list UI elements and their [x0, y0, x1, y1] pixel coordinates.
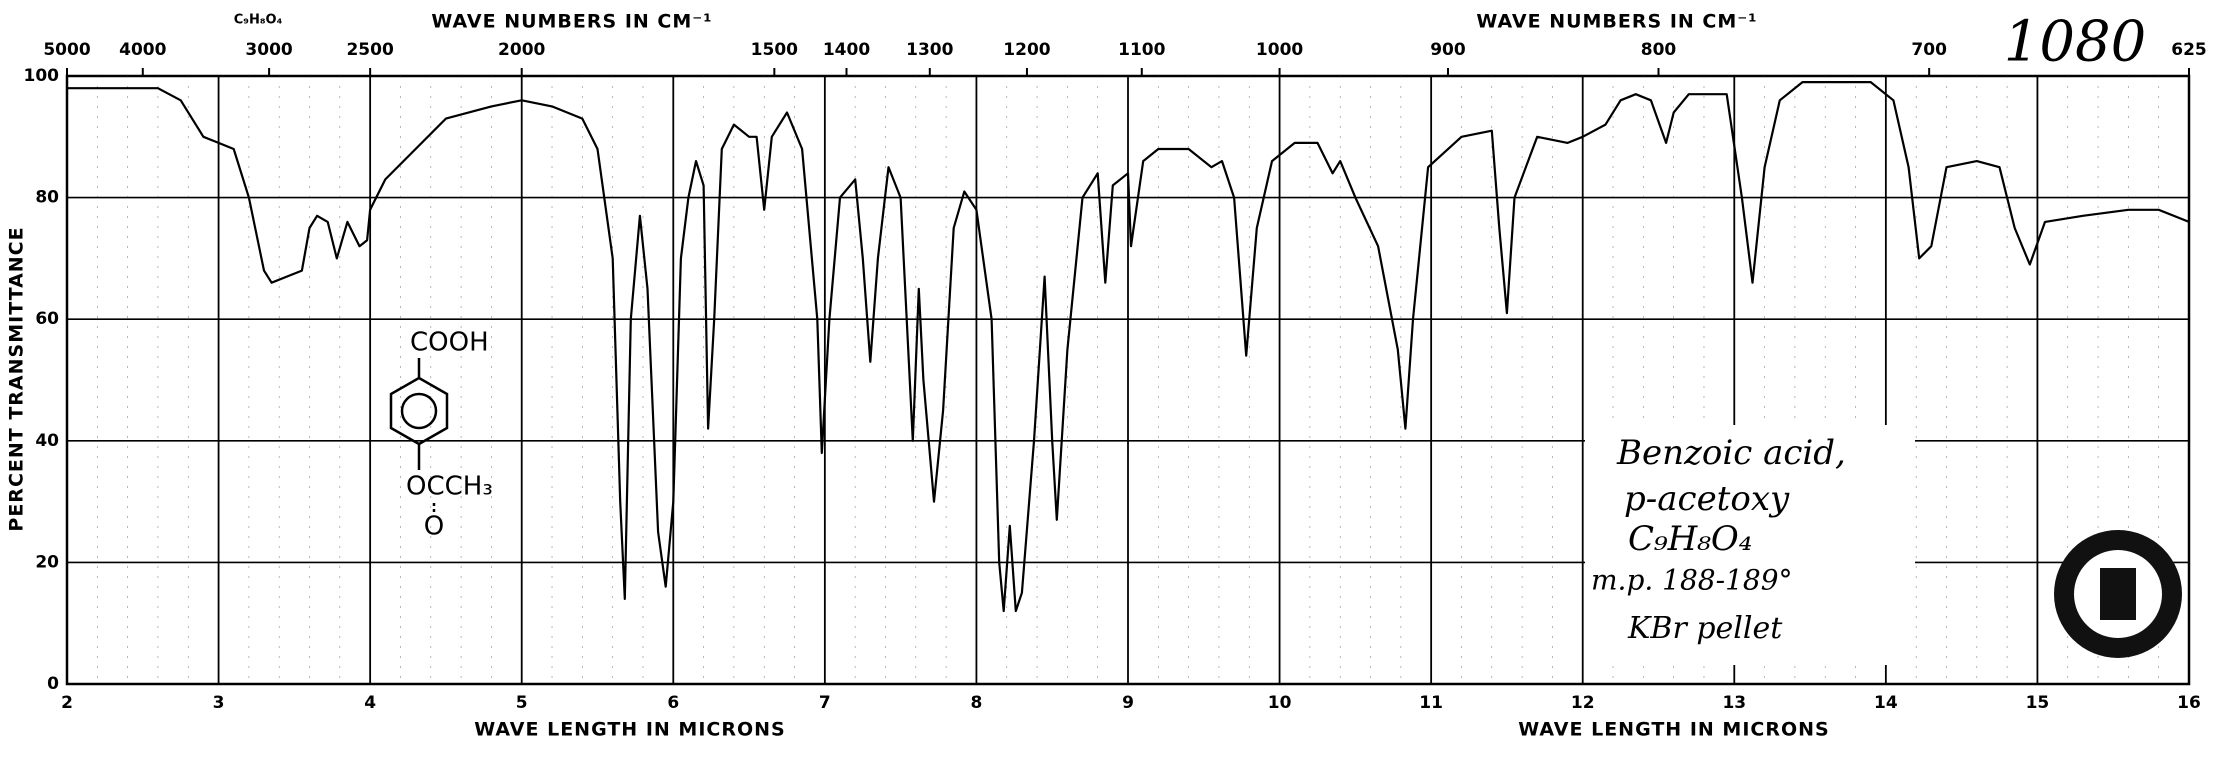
top-tick-label: 800 — [1641, 40, 1677, 60]
spectrum-line — [67, 81, 2190, 613]
top-tick-label: 5000 — [43, 40, 90, 60]
top-tick-label: 2000 — [498, 40, 545, 60]
x-tick-label: 3 — [213, 693, 225, 713]
x-tick-label: 16 — [2177, 693, 2201, 713]
x-tick-label: 11 — [1419, 693, 1443, 713]
x-tick-label: 4 — [364, 693, 376, 713]
y-tick-label: 40 — [35, 431, 59, 451]
top-tick-label: 1000 — [1256, 40, 1303, 60]
x-tick-label: 6 — [667, 693, 679, 713]
top-tick-label: 4000 — [119, 40, 166, 60]
y-tick-label: 100 — [24, 66, 60, 86]
top-tick-label: 1300 — [906, 40, 953, 60]
y-axis-title: PERCENT TRANSMITTANCE — [6, 226, 28, 531]
x-tick-label: 14 — [1874, 693, 1898, 713]
x-tick-label: 7 — [819, 693, 831, 713]
y-tick-label: 80 — [35, 188, 59, 208]
y-tick-label: 0 — [47, 674, 59, 694]
annotation: KBr pellet — [1627, 611, 1783, 646]
top-tick-label: 1400 — [823, 40, 870, 60]
top-tick-label: 1100 — [1118, 40, 1165, 60]
top-tick-label: 3000 — [245, 40, 292, 60]
top-tick-label: 2500 — [346, 40, 393, 60]
top-tick-label: 900 — [1430, 40, 1466, 60]
structure-label: COOH — [410, 328, 489, 358]
benzene-ring-inner — [400, 392, 438, 430]
x-axis-title: WAVE LENGTH IN MICRONS — [474, 719, 785, 741]
top-tick-label: 625 — [2171, 40, 2207, 60]
x-tick-label: 13 — [1722, 693, 1746, 713]
x-tick-label: 2 — [61, 693, 73, 713]
catalog-number: 1080 — [2004, 10, 2147, 75]
top-tick-label: 1500 — [751, 40, 798, 60]
x-tick-label: 8 — [971, 693, 983, 713]
structure-label: OCCH₃ — [406, 472, 493, 502]
x-tick-label: 12 — [1571, 693, 1595, 713]
logo-mark — [2100, 568, 2136, 620]
annotation: m.p. 188-189° — [1591, 564, 1793, 597]
x-axis-title: WAVE LENGTH IN MICRONS — [1518, 719, 1829, 741]
logo — [2054, 530, 2182, 658]
top-tick-label: 700 — [1911, 40, 1947, 60]
annotation: C₉H₈O₄ — [1628, 519, 1752, 559]
x-tick-label: 9 — [1122, 693, 1134, 713]
y-tick-label: 20 — [35, 552, 59, 572]
annotation: Benzoic acid, — [1616, 433, 1846, 473]
annotation-box — [1585, 425, 1915, 665]
structure-label: O — [424, 512, 444, 542]
y-tick-label: 60 — [35, 309, 59, 329]
annotation: p-acetoxy — [1624, 479, 1790, 519]
x-tick-label: 5 — [516, 693, 528, 713]
x-tick-label: 15 — [2026, 693, 2050, 713]
top-axis-title: WAVE NUMBERS IN CM⁻¹ — [431, 11, 712, 33]
x-tick-label: 10 — [1268, 693, 1292, 713]
structure — [389, 358, 449, 512]
top-tick-label: 1200 — [1003, 40, 1050, 60]
top-axis-title: WAVE NUMBERS IN CM⁻¹ — [1476, 11, 1757, 33]
formula-label: C₉H₈O₄ — [234, 13, 283, 28]
